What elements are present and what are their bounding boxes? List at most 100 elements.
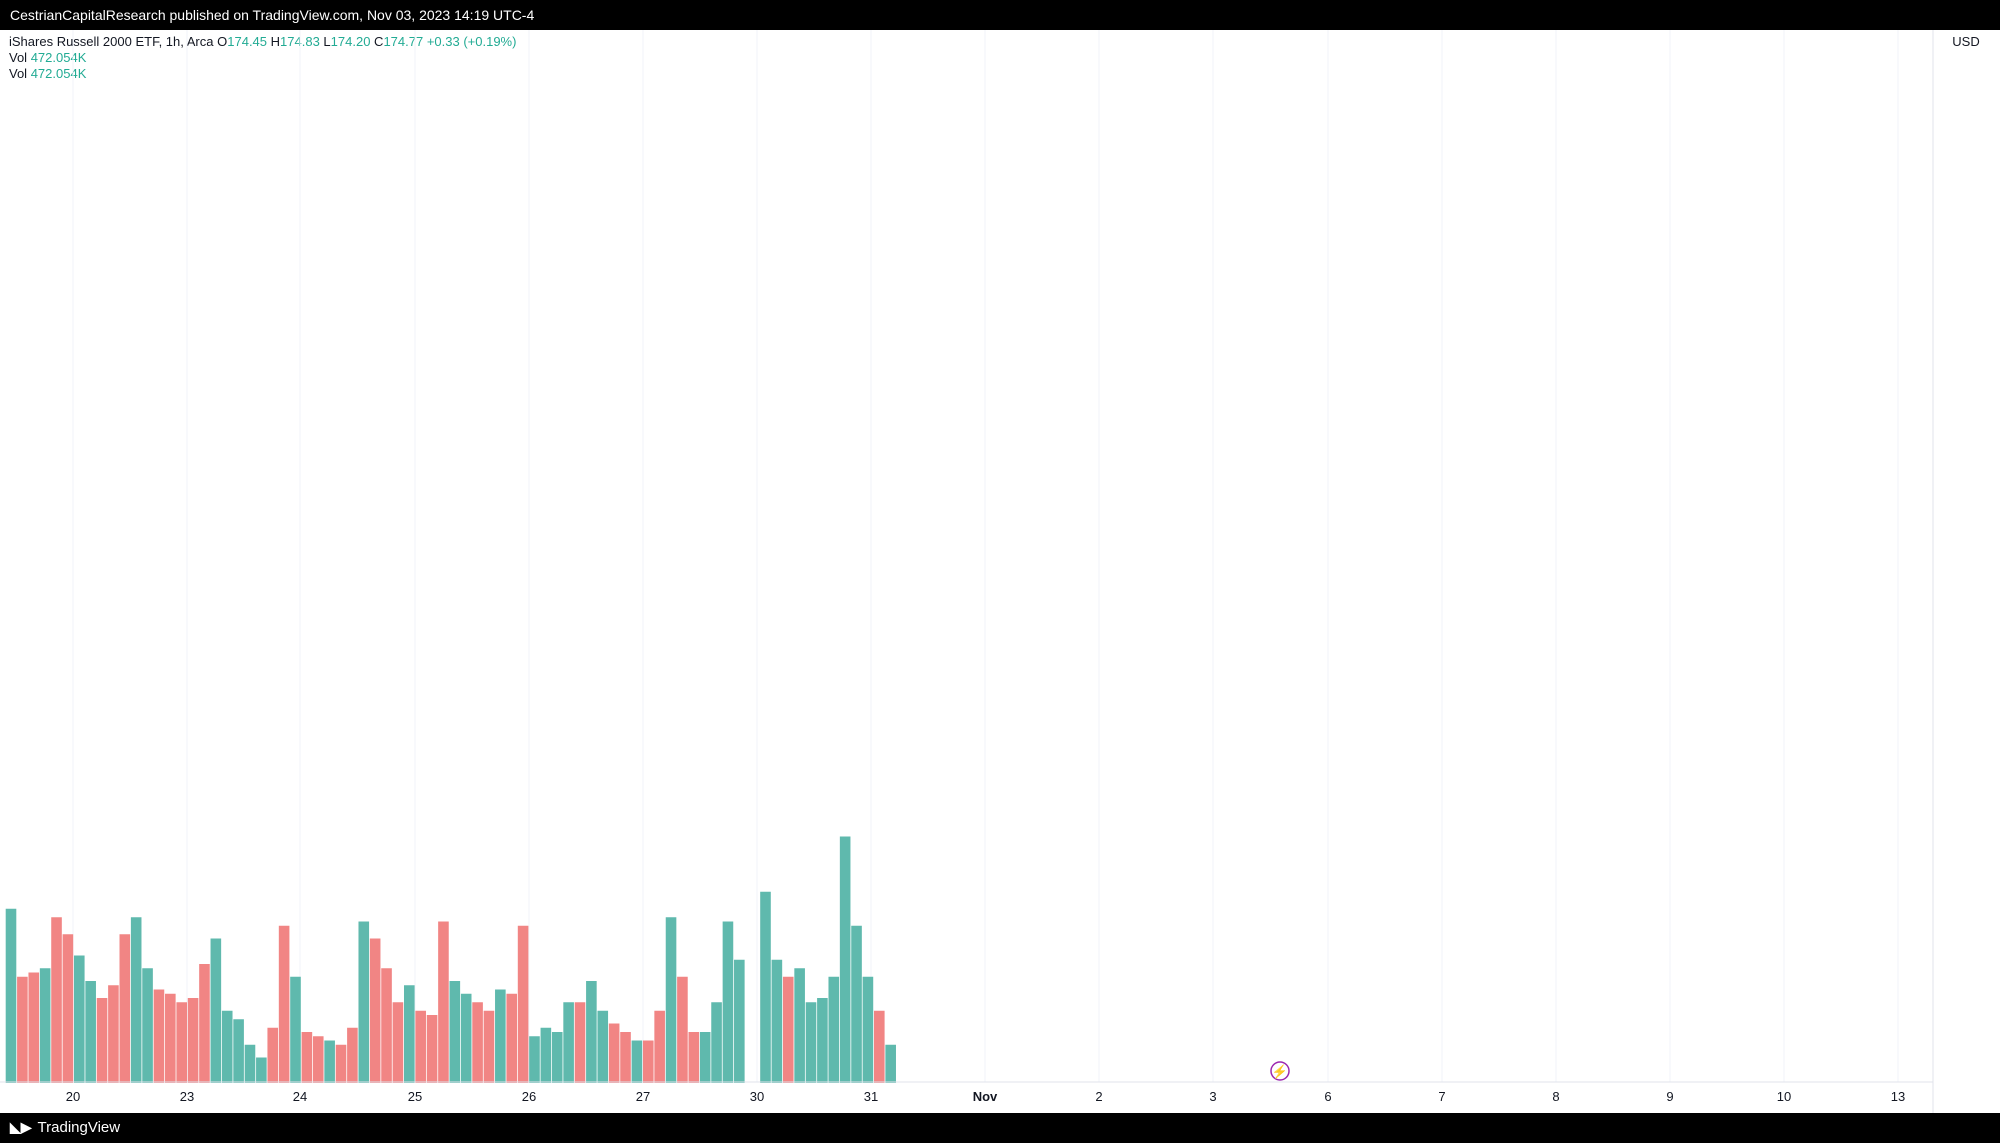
legend-high-key: H xyxy=(270,34,281,49)
volume-bar xyxy=(369,938,381,1083)
volume-bar xyxy=(586,981,597,1083)
volume-bar xyxy=(187,998,199,1083)
symbol-legend: iShares Russell 2000 ETF, 1h, Arca O174.… xyxy=(9,34,516,82)
volume-bar xyxy=(176,1002,187,1083)
brand-name: TradingView xyxy=(37,1119,121,1136)
volume-bar xyxy=(244,1044,256,1083)
volume-bar xyxy=(256,1057,267,1083)
publisher-line: CestrianCapitalResearch published on Tra… xyxy=(10,7,535,23)
volume-bar xyxy=(794,968,805,1083)
volume-bar xyxy=(404,985,415,1083)
volume-bar xyxy=(415,1010,426,1083)
volume-bar xyxy=(851,925,862,1083)
volume-bar xyxy=(51,917,62,1083)
volume-bar xyxy=(119,934,131,1083)
lightning-alert-glyph: ⚡ xyxy=(1272,1064,1288,1080)
legend-ohlc-row: iShares Russell 2000 ETF, 1h, Arca O174.… xyxy=(9,34,516,50)
volume-bar xyxy=(620,1032,631,1083)
volume-bar xyxy=(862,976,874,1083)
time-tick-label: 8 xyxy=(1552,1089,1559,1104)
volume-bar xyxy=(805,1002,817,1083)
time-tick-label: 13 xyxy=(1891,1089,1905,1104)
volume-bar xyxy=(782,976,794,1083)
legend-vol-value: 472.054K xyxy=(30,50,87,65)
time-tick-label: 26 xyxy=(522,1089,536,1104)
legend-close-key: C xyxy=(374,34,384,49)
footer-bar: ◣▶ TradingView xyxy=(0,1113,2000,1143)
volume-bar xyxy=(654,1010,665,1083)
time-tick-label: 30 xyxy=(750,1089,764,1104)
time-tick-label: 25 xyxy=(408,1089,422,1104)
legend-volume-row[interactable]: Vol 472.054K xyxy=(9,66,516,82)
volume-bar xyxy=(551,1032,563,1083)
lightning-alert-icon xyxy=(1270,1061,1290,1081)
time-tick-label: Nov xyxy=(973,1089,998,1104)
volume-bar xyxy=(574,1002,586,1083)
volume-bar xyxy=(885,1044,896,1083)
volume-bar xyxy=(312,1036,324,1083)
volume-bar xyxy=(5,908,17,1083)
volume-bar xyxy=(873,1010,885,1083)
legend-open: 174.45 xyxy=(227,34,268,49)
time-tick-label: 3 xyxy=(1209,1089,1216,1104)
volume-bar xyxy=(381,968,392,1083)
volume-bar xyxy=(722,921,734,1083)
time-tick-label: 2 xyxy=(1095,1089,1102,1104)
volume-bar xyxy=(517,925,529,1083)
volume-bar xyxy=(358,921,370,1083)
tradingview-brand[interactable]: ◣▶ TradingView xyxy=(10,1119,120,1136)
volume-bar xyxy=(483,1010,495,1083)
volume-bar xyxy=(495,989,506,1083)
volume-bar xyxy=(529,1036,540,1083)
time-tick-label: 31 xyxy=(864,1089,878,1104)
volume-bar xyxy=(39,968,51,1083)
volume-bar xyxy=(153,989,165,1083)
legend-low-key: L xyxy=(323,34,331,49)
volume-bar xyxy=(597,1010,609,1083)
legend-open-key: O xyxy=(217,34,228,49)
volume-bar xyxy=(199,964,210,1083)
legend-low: 174.20 xyxy=(330,34,371,49)
volume-bar xyxy=(96,998,108,1083)
legend-vol-key: Vol xyxy=(9,66,28,81)
legend-vol-key: Vol xyxy=(9,50,28,65)
price-chart[interactable]: 0 (164.84)0.236 (164.09)0.382 (163.63)0.… xyxy=(0,30,2000,1113)
volume-bar xyxy=(839,836,851,1083)
volume-bar xyxy=(28,972,40,1083)
volume-bar xyxy=(506,993,518,1083)
volume-bar xyxy=(631,1040,643,1083)
volume-bar xyxy=(130,917,142,1083)
legend-symbol[interactable]: iShares Russell 2000 ETF, 1h, Arca xyxy=(9,34,214,49)
legend-close: 174.77 xyxy=(383,34,424,49)
volume-bar xyxy=(347,1027,358,1083)
volume-bar xyxy=(642,1040,654,1083)
volume-bar xyxy=(278,925,290,1083)
legend-volume-row[interactable]: Vol 472.054K xyxy=(9,50,516,66)
volume-bar xyxy=(817,998,828,1083)
volume-bar xyxy=(62,934,74,1083)
time-tick-label: 24 xyxy=(293,1089,307,1104)
legend-change: +0.33 (+0.19%) xyxy=(426,34,517,49)
volume-bar xyxy=(142,968,153,1083)
time-tick-label: 20 xyxy=(66,1089,80,1104)
volume-bar xyxy=(472,1002,483,1083)
volume-bar xyxy=(324,1040,335,1083)
time-tick-label: 9 xyxy=(1666,1089,1673,1104)
volume-bar xyxy=(301,1032,313,1083)
volume-bar xyxy=(449,981,461,1083)
volume-bar xyxy=(608,1023,620,1083)
publisher-bar: CestrianCapitalResearch published on Tra… xyxy=(0,0,2000,30)
volume-bar xyxy=(699,1032,711,1083)
volume-bar xyxy=(267,1027,279,1083)
volume-bar xyxy=(290,976,301,1083)
time-tick-label: 7 xyxy=(1438,1089,1445,1104)
volume-bar xyxy=(335,1044,347,1083)
volume-bar xyxy=(677,976,688,1083)
time-tick-label: 6 xyxy=(1324,1089,1331,1104)
time-tick-label: 23 xyxy=(180,1089,194,1104)
volume-bar xyxy=(460,993,472,1083)
volume-bar xyxy=(711,1002,722,1083)
volume-bar xyxy=(688,1032,700,1083)
volume-bar xyxy=(734,959,745,1083)
volume-bar xyxy=(665,917,677,1083)
